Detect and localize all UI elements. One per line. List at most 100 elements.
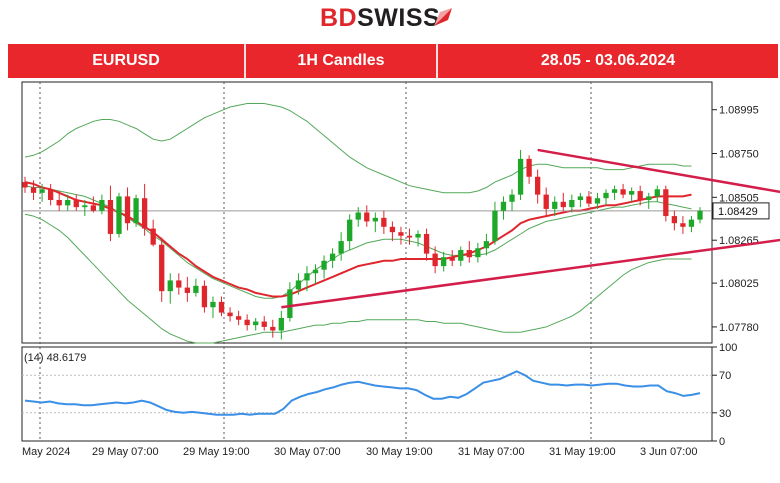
brand-name-left: BD: [320, 4, 358, 32]
rsi-label: (14) 48.6179: [24, 352, 86, 364]
candle-up: [415, 233, 421, 238]
candle-down: [47, 189, 54, 200]
candle-down: [22, 182, 28, 188]
brand-logo: BDSWISS: [0, 0, 780, 40]
candle-up: [347, 219, 353, 242]
brand-arrow-icon: [434, 8, 452, 26]
x-tick-label: May 2024: [22, 446, 70, 458]
candle-down: [637, 191, 643, 200]
bollinger-upper-band: [24, 103, 692, 194]
candle-up: [287, 289, 293, 318]
candle-up: [654, 189, 660, 197]
x-tick-label: 3 Jun 07:00: [640, 446, 698, 458]
brand-wordmark: BDSWISS: [320, 4, 440, 33]
candle-up: [569, 199, 575, 208]
candle-up: [65, 199, 71, 206]
candle-down: [406, 235, 413, 238]
candle-down: [586, 196, 592, 204]
candle-down: [423, 233, 430, 254]
candle-down: [201, 285, 208, 308]
candle-up: [338, 241, 344, 254]
candle-up: [295, 280, 302, 290]
candle-up: [167, 280, 173, 292]
header-date-range: 28.05 - 03.06.2024: [540, 52, 676, 69]
candle-down: [235, 316, 242, 320]
price-panel-frame: [21, 81, 713, 344]
candle-down: [30, 187, 37, 193]
header-divider: [244, 44, 246, 78]
x-tick-label: 30 May 19:00: [366, 446, 433, 458]
candle-down: [364, 212, 370, 222]
candle-up: [321, 260, 327, 270]
candle-down: [261, 321, 267, 327]
current-price-label: 1.08429: [718, 206, 758, 218]
x-tick-label: 29 May 19:00: [183, 446, 250, 458]
rsi-tick-label: 100: [719, 342, 737, 354]
candle-up: [603, 192, 609, 199]
candle-down: [432, 253, 438, 267]
candle-up: [99, 199, 105, 211]
candle-down: [218, 301, 225, 313]
candle-up: [500, 201, 507, 211]
candle-down: [526, 158, 532, 177]
price-tick-label: 1.07780: [719, 322, 759, 334]
candle-up: [116, 196, 122, 234]
candle-up: [697, 210, 703, 220]
candle-down: [680, 223, 686, 227]
candle-up: [483, 241, 490, 249]
candle-down: [270, 326, 276, 331]
bollinger-lower-band: [24, 213, 692, 344]
candle-up: [82, 205, 88, 208]
candle-up: [133, 198, 139, 224]
price-tick-label: 1.08025: [719, 278, 759, 290]
candle-up: [458, 250, 464, 261]
candle-down: [671, 216, 678, 224]
candle-up: [628, 191, 635, 195]
candle-up: [509, 194, 515, 202]
candle-up: [577, 196, 584, 200]
price-tick-label: 1.08750: [719, 149, 759, 161]
candle-up: [475, 248, 481, 258]
x-tick-label: 31 May 19:00: [549, 446, 616, 458]
candle-down: [381, 217, 387, 227]
candle-down: [56, 199, 62, 206]
candle-up: [39, 189, 45, 193]
price-tick-label: 1.08505: [719, 192, 759, 204]
brand-name-right: SWISS: [357, 4, 441, 32]
header-timeframe: 1H Candles: [297, 52, 385, 69]
candle-up: [355, 212, 361, 220]
candle-down: [124, 196, 131, 224]
candle-down: [620, 189, 626, 195]
candle-down: [159, 244, 165, 292]
candle-down: [184, 287, 190, 293]
candle-up: [646, 196, 652, 200]
rsi-panel-frame: [21, 346, 713, 442]
candle-down: [466, 250, 472, 258]
trendline-upper: [537, 148, 780, 194]
candle-down: [244, 319, 250, 326]
chart-header-bar: EURUSD 1H Candles 28.05 - 03.06.2024: [8, 44, 778, 78]
candle-down: [449, 257, 455, 261]
candle-down: [560, 201, 566, 208]
candle-up: [193, 285, 199, 293]
header-divider: [436, 44, 438, 78]
rsi-tick-label: 70: [719, 370, 731, 382]
rsi-line: [24, 370, 701, 416]
candle-down: [535, 176, 541, 195]
trendline-lower: [281, 238, 780, 309]
candle-up: [312, 269, 319, 274]
candle-up: [372, 217, 378, 222]
candle-down: [227, 312, 233, 317]
candle-down: [150, 228, 156, 245]
candle-down: [176, 280, 182, 288]
header-symbol: EURUSD: [92, 52, 160, 69]
x-tick-label: 29 May 07:00: [92, 446, 159, 458]
rsi-tick-label: 0: [719, 436, 725, 448]
candle-up: [329, 253, 336, 261]
candle-up: [253, 321, 259, 326]
candle-down: [389, 226, 396, 233]
current-price-tag: [712, 202, 770, 220]
candle-up: [611, 189, 618, 193]
candle-up: [304, 273, 310, 281]
